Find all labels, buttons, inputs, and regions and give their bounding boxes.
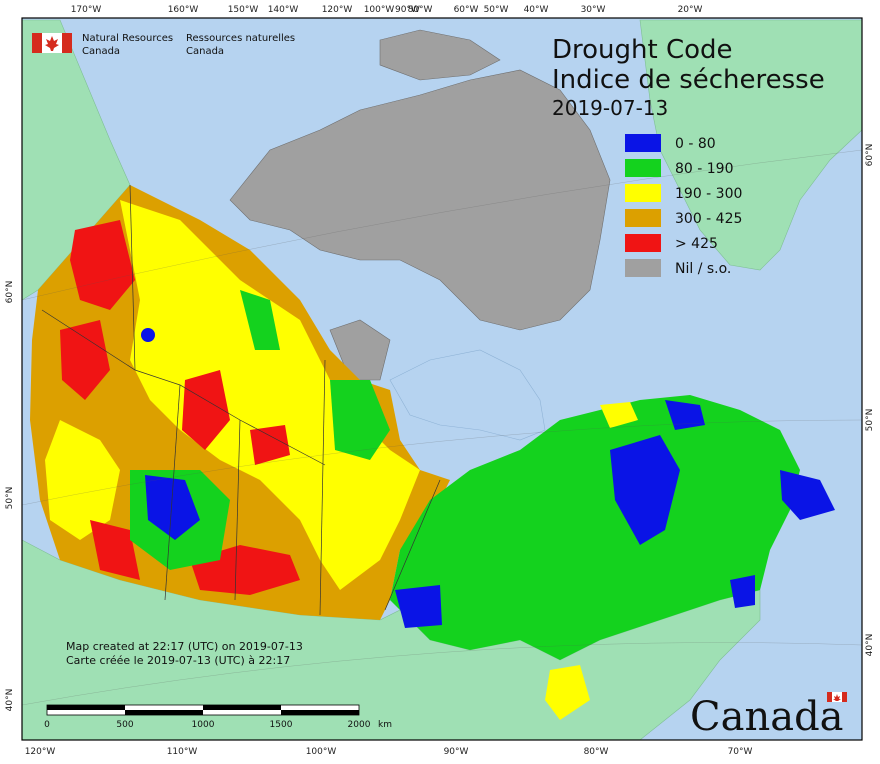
scale-tick: 2000	[348, 720, 371, 730]
legend-swatch-0	[625, 134, 661, 152]
blue-yukon-spot	[141, 328, 155, 342]
tick-right: 60°N	[865, 144, 875, 167]
blue-new-brunswick	[730, 575, 755, 608]
yellow-bc	[45, 420, 120, 540]
blue-quebec	[610, 435, 680, 545]
yellow-prairies	[120, 200, 420, 590]
blue-labrador	[665, 400, 705, 430]
tick-top: 120°W	[322, 5, 353, 15]
red-north-bc	[60, 320, 110, 400]
legend-label-5: Nil / s.o.	[675, 261, 731, 277]
legend: 0 - 80 80 - 190 190 - 300 300 - 425 > 42…	[625, 134, 742, 277]
tick-bottom: 80°W	[584, 747, 609, 757]
tick-top: 160°W	[168, 5, 199, 15]
green-manitoba-north	[330, 380, 390, 460]
legend-swatch-5	[625, 259, 661, 277]
tick-top: 170°W	[71, 5, 102, 15]
map-border	[21, 17, 863, 741]
scale-tick: 1000	[192, 720, 215, 730]
red-saskatchewan-north	[250, 425, 290, 465]
blue-alberta	[145, 475, 200, 540]
legend-label-2: 190 - 300	[675, 186, 742, 202]
tick-bottom: 70°W	[728, 747, 753, 757]
graticule	[21, 149, 863, 706]
red-nwt	[182, 370, 230, 450]
legend-label-0: 0 - 80	[675, 136, 716, 152]
blue-newfoundland	[780, 470, 835, 520]
tick-right: 50°N	[865, 409, 875, 432]
tick-left: 50°N	[5, 487, 15, 510]
arctic-islands-nil	[229, 69, 611, 331]
title-fr: Indice de sécheresse	[552, 65, 825, 95]
agency-en-line2: Canada	[82, 46, 120, 57]
scale-tick: 0	[44, 720, 50, 730]
scale-tick: 500	[116, 720, 133, 730]
tick-bottom: 100°W	[306, 747, 337, 757]
agency-fr-line1: Ressources naturelles	[186, 33, 295, 44]
red-bc-south	[90, 520, 140, 580]
yellow-labrador	[600, 402, 638, 428]
tick-top: 80°W	[408, 5, 433, 15]
legend-label-3: 300 - 425	[675, 211, 742, 227]
title-date: 2019-07-13	[552, 96, 668, 120]
wordmark-flag-icon	[827, 692, 847, 702]
legend-swatch-4	[625, 234, 661, 252]
scale-bar	[46, 704, 360, 716]
green-nwt-east	[240, 290, 280, 350]
legend-swatch-2	[625, 184, 661, 202]
agency-fr-line2: Canada	[186, 46, 224, 57]
red-yukon	[70, 220, 135, 310]
title-en: Drought Code	[552, 35, 733, 65]
nrcan-flag-logo	[32, 33, 72, 53]
agency-en-line1: Natural Resources	[82, 33, 173, 44]
hudson-bay	[389, 349, 546, 441]
credit-en: Map created at 22:17 (UTC) on 2019-07-13	[66, 640, 303, 653]
tick-left: 60°N	[5, 281, 15, 304]
tick-top: 50°W	[484, 5, 509, 15]
tick-top: 150°W	[228, 5, 259, 15]
tick-top: 20°W	[678, 5, 703, 15]
province-boundaries	[41, 184, 441, 616]
tick-top: 60°W	[454, 5, 479, 15]
legend-swatch-1	[625, 159, 661, 177]
legend-label-1: 80 - 190	[675, 161, 734, 177]
tick-bottom: 90°W	[444, 747, 469, 757]
tick-bottom: 120°W	[25, 747, 56, 757]
legend-label-4: > 425	[675, 236, 718, 252]
tick-top: 140°W	[268, 5, 299, 15]
scale-unit: km	[378, 720, 392, 730]
ellesmere-nil	[379, 29, 501, 81]
tick-top: 30°W	[581, 5, 606, 15]
tick-top: 40°W	[524, 5, 549, 15]
east-canada-80-190	[390, 395, 800, 660]
scale-tick: 1500	[270, 720, 293, 730]
tick-top: 100°W	[364, 5, 395, 15]
credit-fr: Carte créée le 2019-07-13 (UTC) à 22:17	[66, 654, 290, 667]
tick-right: 40°N	[865, 634, 875, 657]
canada-wordmark: Canada	[690, 694, 844, 740]
tick-top: 90°W	[395, 5, 420, 15]
legend-swatch-3	[625, 209, 661, 227]
yellow-southern-ontario	[545, 665, 590, 720]
blue-ontario-west	[395, 585, 442, 628]
tick-bottom: 110°W	[167, 747, 198, 757]
tick-left: 40°N	[5, 689, 15, 712]
